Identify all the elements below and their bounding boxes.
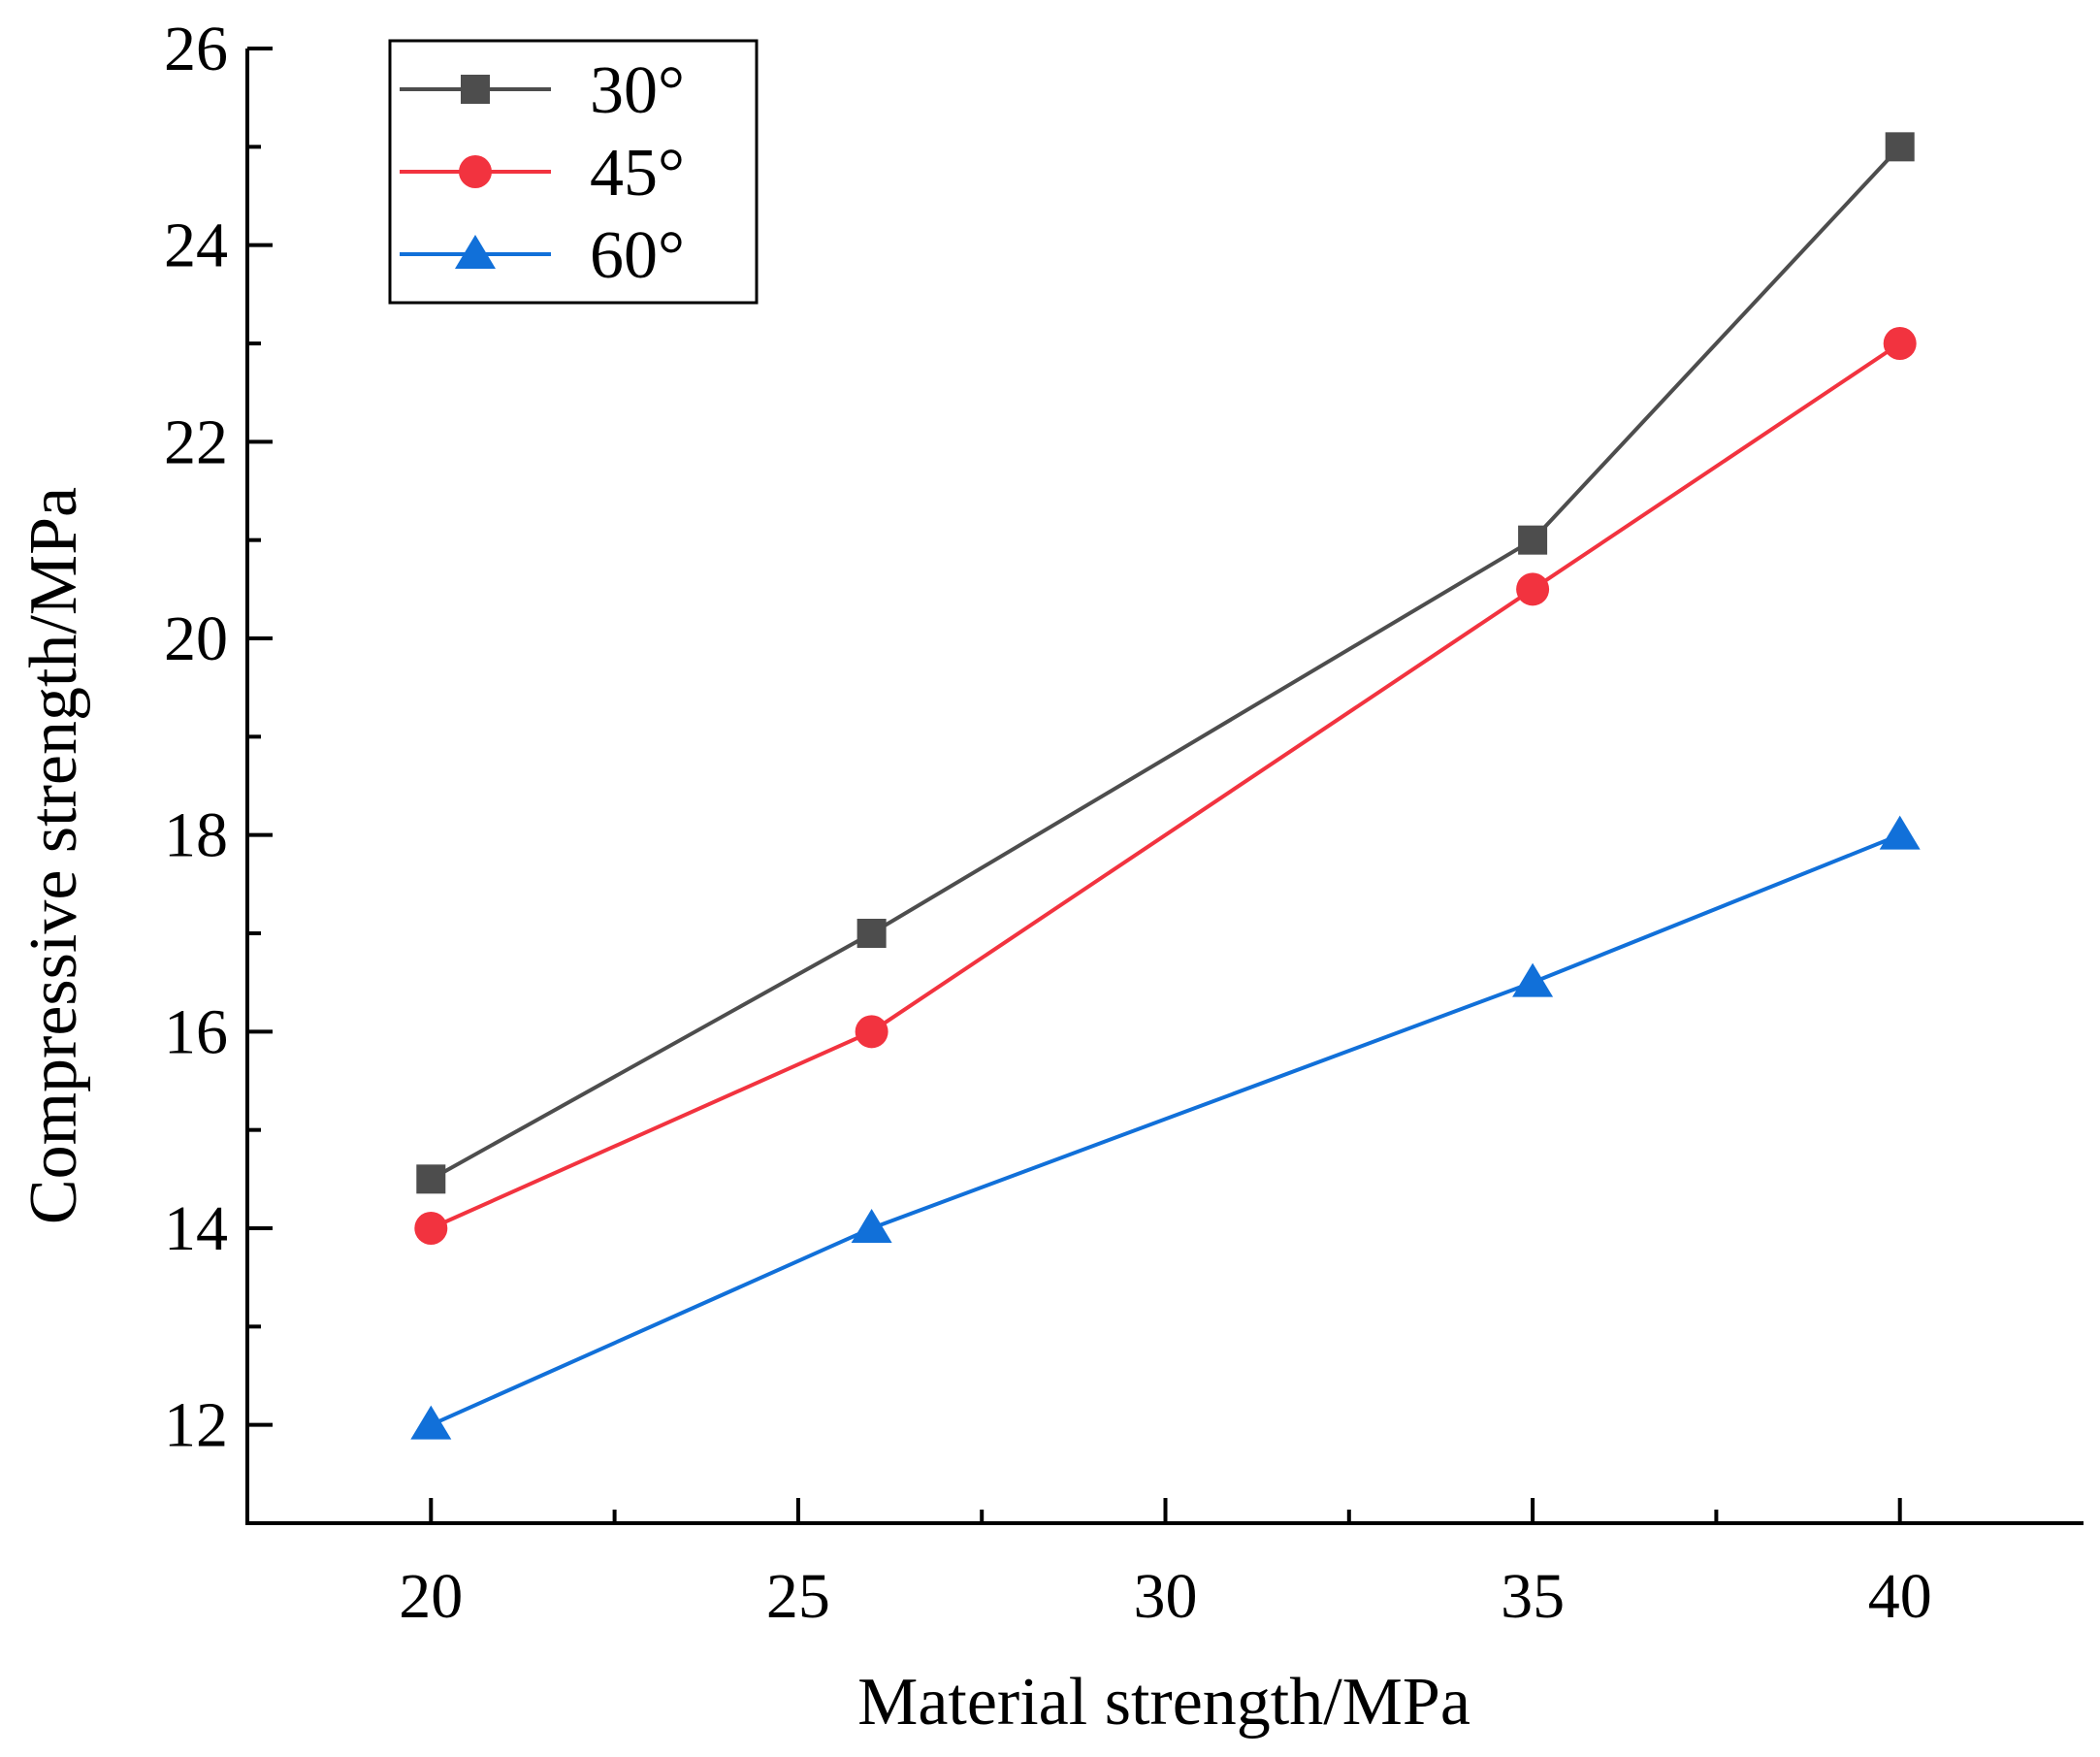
legend-marker [461,75,490,104]
y-tick-label: 26 [164,14,228,84]
legend-entry: 45° [400,136,685,211]
y-tick-label: 22 [164,407,228,477]
data-point [855,1015,888,1049]
data-point [851,1209,892,1243]
y-tick-label: 12 [164,1390,228,1461]
x-tick-label: 20 [399,1561,463,1632]
series-line [430,342,1901,1230]
series-square [416,132,1915,1194]
y-tick-label: 14 [164,1193,228,1264]
legend-marker [455,235,496,269]
x-tick-label: 35 [1501,1561,1565,1632]
data-point [1883,327,1917,360]
data-point [1518,525,1548,555]
legend: 30° 45°60° [388,39,759,305]
y-axis-title: Compressive strength/MPa [16,487,91,1224]
series-line [430,145,1902,1182]
series-line [430,832,1901,1427]
legend-label: 45° [590,136,685,211]
legend-label: 60° [590,218,685,293]
legend-label: 30° [590,53,685,128]
x-tick-label: 25 [766,1561,830,1632]
series-layer [410,132,1921,1440]
data-point [1885,132,1915,162]
data-point [1516,572,1550,606]
y-tick-label: 24 [164,211,228,281]
data-point [416,1164,446,1194]
x-tick-label: 40 [1868,1561,1932,1632]
y-tick-label: 18 [164,800,228,871]
data-point [856,919,887,948]
y-tick-label: 16 [164,996,228,1067]
data-point [414,1212,448,1245]
legend-entry: 60° [400,218,685,293]
x-tick-label: 30 [1134,1561,1198,1632]
data-point [1879,815,1921,850]
series-circle [414,327,1917,1245]
data-point [410,1405,452,1440]
y-tick-label: 20 [164,603,228,674]
data-point [1512,962,1554,997]
axes: 12 14 16 18 20 22 24 26 20 25 30 35 40 [164,14,2084,1632]
legend-marker [459,155,492,188]
x-axis-title: Material strength/MPa [857,1665,1470,1740]
series-triangle [410,815,1921,1440]
legend-entry: 30° [400,53,685,128]
